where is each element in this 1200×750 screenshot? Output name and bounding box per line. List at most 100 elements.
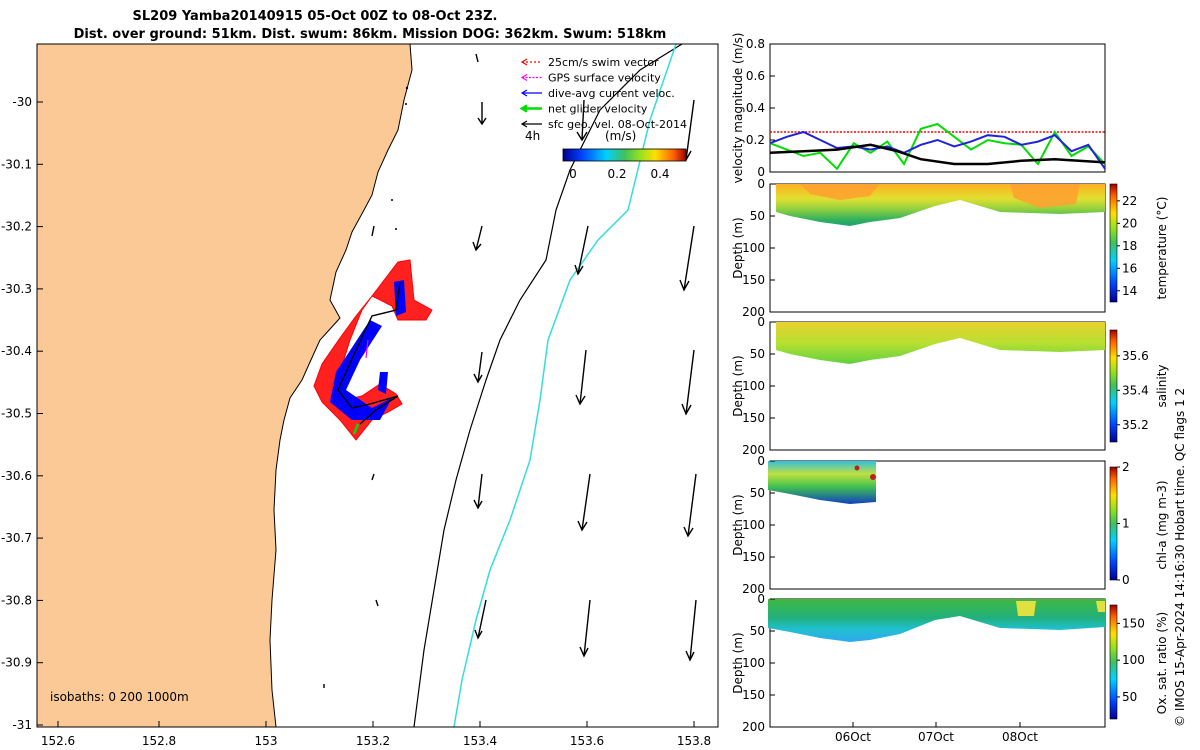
map-y-tick-label: -30.8 <box>1 593 32 607</box>
colorbar-unit: (m/s) <box>605 129 636 143</box>
legend-arrowhead <box>520 89 528 97</box>
legend-arrowhead <box>519 104 528 113</box>
land-mass <box>37 44 413 727</box>
colorbar-tick-label: 1 <box>1122 517 1130 531</box>
colorbar-tick-label: 20 <box>1122 216 1137 230</box>
panel-y-tick-label: 200 <box>742 720 765 734</box>
colorbar-tick-label: 2 <box>1122 460 1130 474</box>
panel-ylabel: Depth (m) <box>731 217 745 278</box>
panel-ylabel: Depth (m) <box>731 494 745 555</box>
map-y-tick-label: -30.7 <box>1 531 32 545</box>
temperature-warm-patch <box>800 184 1080 208</box>
legend-label: net glider velocity <box>548 103 648 116</box>
legend-label: GPS surface velocity <box>548 72 661 85</box>
title-line2: Dist. over ground: 51km. Dist. swum: 86k… <box>74 27 667 42</box>
map-y-tick-label: -30.9 <box>1 656 32 670</box>
sfc-geo-arrows <box>323 53 697 688</box>
colorbar-tick-label: 0.4 <box>650 167 669 181</box>
colorbar-tick-label: 0.2 <box>607 167 626 181</box>
isobath-1000m <box>453 44 677 727</box>
panel-y-tick-label: 100 <box>742 379 765 393</box>
date-tick-label: 07Oct <box>918 730 954 744</box>
velocity-series-line <box>769 143 1106 166</box>
map-y-tick-label: -30.1 <box>1 157 32 171</box>
map-y-tick-label: -30.4 <box>1 344 32 358</box>
date-tick-label: 08Oct <box>1002 730 1038 744</box>
panel-y-tick-label: 200 <box>742 582 765 596</box>
speed-colorbar <box>562 148 687 162</box>
panel-y-tick-label: 0 <box>757 315 765 329</box>
map-x-tick-label: 153 <box>255 734 278 748</box>
map-panel: 152.6 152.8 153 153.2 153.4 153.6 153.8 -30-30… <box>1 43 719 748</box>
colorbar-tick-label: 50 <box>1122 690 1137 704</box>
map-y-tick-label: -30 <box>12 95 32 109</box>
map-x-tick-label: 153.6 <box>570 734 604 748</box>
panel-y-tick-label: 50 <box>750 209 765 223</box>
panel-y-tick-label: 50 <box>750 624 765 638</box>
panel-y-tick-label: 150 <box>742 688 765 702</box>
colorbar-tick-label: 150 <box>1122 616 1145 630</box>
colorbar-tick-label: 35.6 <box>1122 349 1149 363</box>
chla-max-dot <box>870 474 876 480</box>
map-x-tick-label: 153.4 <box>463 734 497 748</box>
isobath-200m <box>413 44 683 727</box>
map-y-tick-label: -31 <box>12 718 32 732</box>
glider-track <box>337 281 401 425</box>
legend-label: dive-avg current veloc. <box>548 87 675 100</box>
isobaths-label: isobaths: 0 200 1000m <box>50 690 189 704</box>
map-x-tick-label: 153.8 <box>677 734 711 748</box>
panel-ylabel: Depth (m) <box>731 632 745 693</box>
panel-y-tick-label: 150 <box>742 550 765 564</box>
panel-y-tick-label: 0.8 <box>746 37 765 51</box>
colorbar-tick-label: 35.4 <box>1122 383 1149 397</box>
colorbar-tick-label: 16 <box>1122 261 1137 275</box>
legend-label: 25cm/s swim vector <box>548 56 659 69</box>
panel-y-tick-label: 0.6 <box>746 69 765 83</box>
legend-arrowhead <box>520 73 528 82</box>
salinity-field <box>776 322 1105 364</box>
gps-surface-velocity <box>365 339 369 359</box>
salinity-colorbar <box>1109 329 1118 443</box>
map-x-ticks: 152.6 152.8 153 153.2 153.4 153.6 153.8 <box>41 721 711 748</box>
chla-colorbar <box>1109 466 1118 581</box>
panel-y-tick-label: 150 <box>742 273 765 287</box>
map-y-tick-label: -30.5 <box>1 407 32 421</box>
chla-field <box>768 461 876 504</box>
panel-y-tick-label: 50 <box>750 347 765 361</box>
panel-ylabel: velocity magnitude (m/s) <box>731 33 745 184</box>
chla-max-dot <box>854 465 860 471</box>
panel-y-tick-label: 100 <box>742 241 765 255</box>
panel-y-tick-label: 50 <box>750 486 765 500</box>
panel-y-tick-label: 150 <box>742 411 765 425</box>
panel-y-tick-label: 200 <box>742 305 765 319</box>
colorbar-tick-label: 14 <box>1122 284 1137 298</box>
map-frame <box>36 43 719 728</box>
panel-y-tick-label: 200 <box>742 443 765 457</box>
panel-y-tick-label: 0 <box>757 592 765 606</box>
colorbar-tick-label: 0 <box>569 167 577 181</box>
panel-y-tick-label: 0 <box>757 165 765 179</box>
map-y-tick-label: -30.6 <box>1 469 32 483</box>
map-dots <box>391 86 409 230</box>
panel-y-tick-label: 100 <box>742 656 765 670</box>
colorbar-tick-label: 0 <box>1122 573 1130 587</box>
oxygen-high-patch <box>1016 601 1105 616</box>
credit-text: © IMOS 15-Apr-2024 14:16:30 Hobart time.… <box>1173 388 1187 727</box>
colorbar-label: salinity <box>1155 364 1169 407</box>
date-tick-label: 06Oct <box>835 730 871 744</box>
colorbar-label: temperature (°C) <box>1155 197 1169 300</box>
colorbar-tick-label: 22 <box>1122 194 1137 208</box>
legend-arrowhead <box>520 120 528 128</box>
map-x-tick-label: 153.2 <box>356 734 390 748</box>
temperature-colorbar <box>1109 183 1118 303</box>
velocity-series-line <box>769 122 1106 171</box>
map-y-tick-label: -30.2 <box>1 220 32 234</box>
panel-y-tick-label: 0 <box>757 454 765 468</box>
map-y-tick-label: -30.3 <box>1 282 32 296</box>
colorbar-tick-label: 18 <box>1122 239 1137 253</box>
map-x-tick-label: 152.6 <box>41 734 75 748</box>
colorbar-tick-label: 100 <box>1122 653 1145 667</box>
